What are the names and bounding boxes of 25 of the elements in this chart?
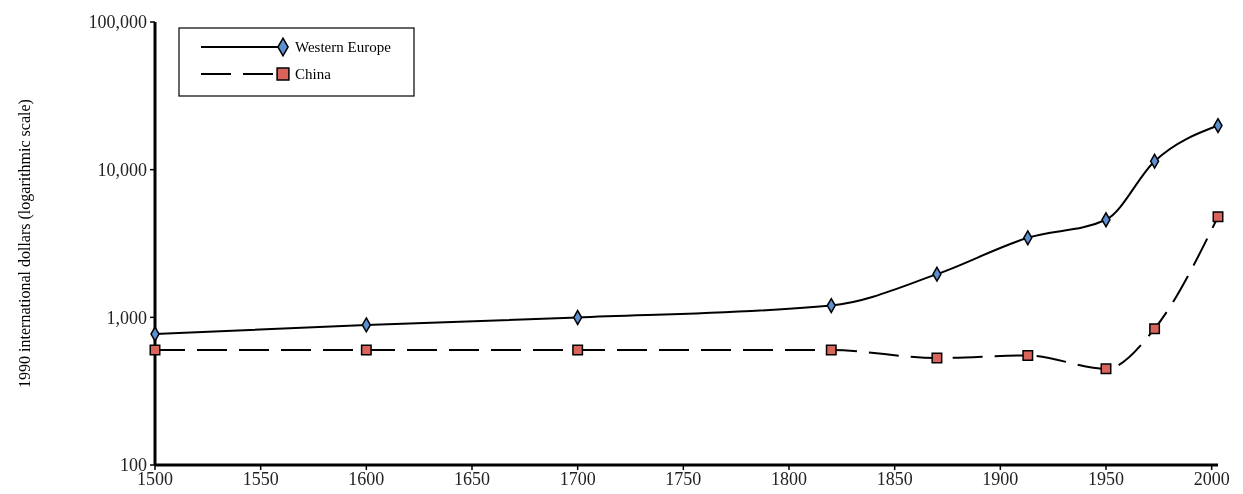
x-tick-label: 1800 (771, 469, 807, 489)
y-tick-label: 10,000 (97, 159, 147, 180)
point (149, 344, 161, 356)
point (1149, 323, 1161, 335)
x-tick-label: 1900 (982, 469, 1019, 489)
x-tick-label: 1950 (1087, 469, 1124, 489)
x-tick-label: 2000 (1193, 469, 1230, 489)
y-axis-title: 1990 international dollars (logarithmic scale) (16, 99, 34, 388)
y-tick-label: 100,000 (88, 12, 147, 33)
point (825, 344, 837, 356)
legend-label: Western Europe (295, 39, 392, 55)
x-tick-label: 1650 (454, 469, 490, 489)
point (1100, 363, 1112, 375)
x-tick-label: 1550 (242, 469, 279, 489)
point (572, 344, 584, 356)
y-tick-label: 1,000 (106, 307, 147, 328)
point (360, 344, 372, 356)
point (931, 352, 943, 364)
x-tick-label: 1700 (559, 469, 596, 489)
legend-label: China (295, 66, 332, 82)
point (1022, 349, 1034, 361)
point (1212, 211, 1224, 223)
x-tick-label: 1600 (348, 469, 385, 489)
x-tick-label: 1750 (665, 469, 702, 489)
x-tick-label: 1850 (876, 469, 913, 489)
